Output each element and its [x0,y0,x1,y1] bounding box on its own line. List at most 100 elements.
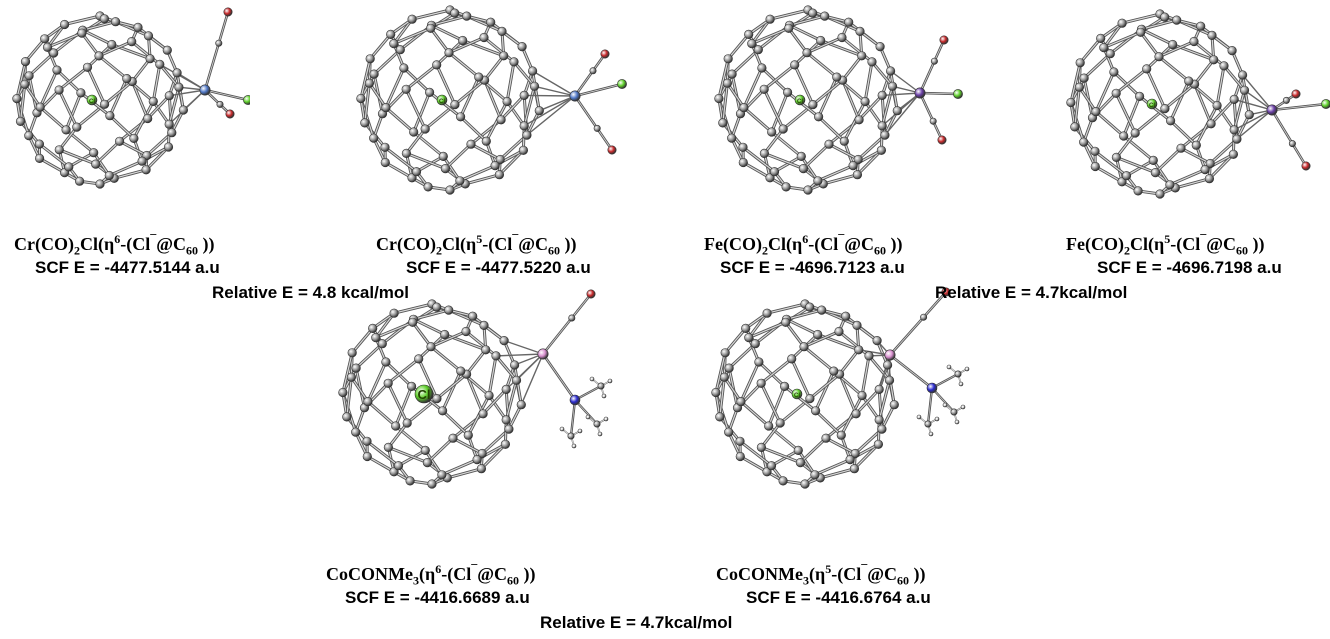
metal-cage-bond [159,63,206,91]
carbon-atom [1165,116,1176,126]
metal-cage-bond [168,89,206,125]
carbon-atom [478,409,488,419]
metal-cage-bond [1234,98,1273,111]
carbon-atom [472,455,482,465]
carbon-atom [389,308,399,318]
carbon-atom [105,111,115,121]
molecule-co-eta6: Cl [330,268,650,538]
carbon-atom [381,102,391,113]
carbon-atom [381,357,391,367]
encapsulated-chloride [414,384,434,404]
carbon-atom [1090,161,1100,172]
carbon-atom [164,119,174,129]
carbon-atom [380,157,390,168]
metal-cage-bond [532,70,576,97]
carbon-atom [753,45,763,55]
carbon-atom [875,41,885,52]
carbon-atom [883,360,893,370]
carbon-atom [72,122,82,132]
carbon-atom [395,45,405,55]
cage-atoms [12,11,188,189]
carbon-atom [54,145,64,155]
scf-energy-fe-eta5: SCF E = -4696.7198 a.u [1097,258,1282,277]
methyl-carbon [954,370,962,378]
metal-cage-bond [1244,89,1273,111]
carbon-atom [24,131,34,141]
metal-cage-bond [539,95,576,112]
metal-cage-bond [1242,74,1273,111]
carbon-atom [1207,30,1217,41]
carbon-atom [884,375,895,385]
carbon-atom [107,39,117,50]
carbon-atom [795,458,805,468]
carbon-atom [802,48,812,58]
carbon-atom [1070,122,1080,132]
carbon-atom [137,156,147,166]
hydrogen-atom [946,364,952,370]
carbon-atom [450,99,460,110]
formula-co-eta5: CoCONMe3(η5-(Cl¯@C60 )) [716,562,926,588]
metal-cage-bond [1236,109,1273,140]
encapsulated-chloride [794,94,806,106]
carbon-atom [178,105,188,115]
metal-centre [884,349,896,361]
carbonyl-oxygen [937,135,947,145]
hydrogen-atom [964,366,970,372]
cage-atoms [338,299,526,489]
carbon-atom [411,167,422,177]
carbon-atom [456,366,466,376]
carbonyl-oxygen [1291,89,1301,99]
carbon-atom [808,99,818,110]
carbon-atom [874,384,884,394]
metal-cage-bond [520,353,544,405]
carbon-atom [1075,58,1085,68]
carbon-atom [1176,143,1186,153]
carbon-atom [839,136,849,146]
carbon-atom [167,128,177,138]
carbon-atom [873,439,883,449]
carbon-atom [444,48,454,58]
carbon-atom [386,29,396,40]
carbon-atom [393,461,404,471]
carbon-atom [816,35,826,46]
carbon-atom [723,54,733,64]
carbon-atom [481,345,491,355]
molecule-cr-eta6: Cl [0,0,253,205]
carbon-atom [383,378,393,388]
carbon-atom [432,302,442,312]
carbon-atom [850,448,860,459]
methyl-carbon [567,432,575,440]
hydrogen-atom [597,431,603,437]
cage-atoms [711,299,899,489]
carbon-atom [1196,21,1206,31]
carbon-atom [1168,39,1178,50]
carbon-atom [1079,137,1089,147]
carbon-atom [368,323,378,334]
encapsulated-chloride [791,388,803,400]
cage-atoms [714,5,902,195]
carbon-atom [360,118,370,128]
carbon-atom [722,78,732,88]
metal-cage-bond [534,85,576,97]
carbon-atom [133,22,143,32]
carbon-atom [1134,91,1145,101]
molecule-fe-eta5: Cl [1060,0,1330,205]
carbon-atom [99,99,110,109]
methyl-carbon [593,420,601,428]
carbon-atom [143,31,154,41]
carbon-atom [1142,64,1152,74]
carbon-atom [832,72,842,82]
carbon-atom [391,421,401,431]
carbon-atom [519,121,529,131]
carbon-atom [724,427,734,437]
carbon-atom [377,339,387,349]
carbon-atom [756,442,767,452]
formula-cr-eta6: Cr(CO)2Cl(η6-(Cl¯@C60 )) [14,232,215,258]
metal-cage-bond [169,89,206,97]
carbon-atom [887,81,898,91]
carbon-atom [1204,174,1214,184]
carbon-atom [371,332,381,343]
carbon-atom [40,34,50,44]
carbon-atom [528,66,538,76]
carbon-atom [364,78,375,88]
